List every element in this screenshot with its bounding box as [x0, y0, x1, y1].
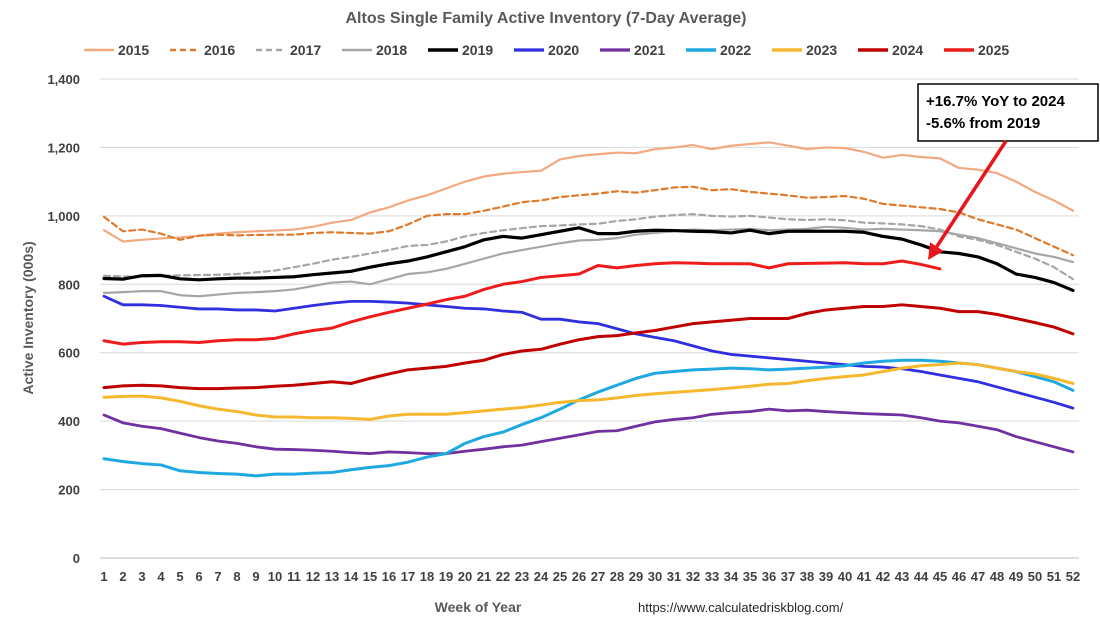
- x-tick-label: 6: [195, 569, 202, 584]
- annotation-line-2: -5.6% from 2019: [926, 115, 1040, 132]
- x-tick-label: 21: [477, 569, 491, 584]
- x-tick-label: 51: [1047, 569, 1061, 584]
- x-tick-label: 14: [344, 569, 359, 584]
- chart-title: Altos Single Family Active Inventory (7-…: [345, 10, 746, 27]
- x-tick-label: 8: [233, 569, 240, 584]
- y-tick-label: 200: [58, 483, 80, 498]
- x-tick-label: 41: [857, 569, 871, 584]
- x-tick-label: 3: [138, 569, 145, 584]
- x-tick-label: 2: [119, 569, 126, 584]
- x-tick-label: 48: [990, 569, 1004, 584]
- y-tick-label: 1,400: [47, 72, 80, 87]
- y-axis-ticks: 0 200 400 600 800 1,000 1,200 1,400: [47, 72, 80, 566]
- x-tick-label: 45: [933, 569, 947, 584]
- x-tick-label: 36: [762, 569, 776, 584]
- annotation-arrow: [935, 140, 1008, 248]
- series-line-2025: [102, 259, 942, 346]
- x-tick-label: 43: [895, 569, 909, 584]
- x-tick-label: 24: [534, 569, 549, 584]
- x-tick-label: 5: [176, 569, 183, 584]
- y-tick-label: 0: [73, 551, 80, 566]
- annotation-arrowhead: [928, 242, 944, 260]
- x-tick-label: 30: [648, 569, 662, 584]
- x-tick-label: 29: [629, 569, 643, 584]
- x-tick-label: 7: [214, 569, 221, 584]
- y-tick-label: 1,200: [47, 140, 80, 155]
- legend-label-2024: 2024: [892, 42, 923, 58]
- legend-label-2016: 2016: [204, 42, 235, 58]
- gridlines: [100, 78, 1079, 491]
- x-tick-label: 4: [157, 569, 165, 584]
- x-tick-label: 37: [781, 569, 795, 584]
- x-tick-label: 1: [100, 569, 107, 584]
- y-tick-label: 400: [58, 414, 80, 429]
- legend-label-2025: 2025: [978, 42, 1009, 58]
- x-tick-label: 52: [1066, 569, 1080, 584]
- x-tick-label: 44: [914, 569, 929, 584]
- x-tick-label: 23: [515, 569, 529, 584]
- x-tick-label: 39: [819, 569, 833, 584]
- legend-label-2018: 2018: [376, 42, 407, 58]
- series-line-2024: [102, 303, 1075, 391]
- x-tick-label: 35: [743, 569, 757, 584]
- legend-label-2022: 2022: [720, 42, 751, 58]
- x-tick-label: 42: [876, 569, 890, 584]
- y-tick-label: 600: [58, 346, 80, 361]
- x-tick-label: 40: [838, 569, 852, 584]
- x-tick-label: 20: [458, 569, 472, 584]
- x-tick-label: 46: [952, 569, 966, 584]
- x-tick-label: 28: [610, 569, 624, 584]
- x-tick-label: 34: [724, 569, 739, 584]
- annotation: +16.7% YoY to 2024 -5.6% from 2019: [917, 83, 1099, 260]
- y-tick-label: 1,000: [47, 209, 80, 224]
- x-tick-label: 17: [401, 569, 415, 584]
- legend: 2015 2016 2017 2018 2019 2020 2021 2022 2023 2024…: [84, 42, 1009, 58]
- x-axis-label: Week of Year: [435, 599, 522, 615]
- legend-label-2017: 2017: [290, 42, 321, 58]
- x-tick-label: 19: [439, 569, 453, 584]
- x-tick-label: 32: [686, 569, 700, 584]
- x-tick-label: 9: [252, 569, 259, 584]
- series-lines: [102, 141, 1075, 478]
- x-tick-label: 13: [325, 569, 339, 584]
- legend-label-2021: 2021: [634, 42, 665, 58]
- x-tick-label: 16: [382, 569, 396, 584]
- annotation-box: [917, 83, 1099, 142]
- x-tick-label: 12: [306, 569, 320, 584]
- x-tick-label: 27: [591, 569, 605, 584]
- x-tick-label: 22: [496, 569, 510, 584]
- series-line-2015: [102, 141, 1075, 243]
- x-tick-label: 25: [553, 569, 567, 584]
- x-tick-label: 47: [971, 569, 985, 584]
- series-line-2022: [102, 358, 1075, 478]
- series-line-2019: [102, 226, 1075, 293]
- y-tick-label: 800: [58, 277, 80, 292]
- legend-label-2020: 2020: [548, 42, 579, 58]
- series-line-2021: [102, 407, 1075, 456]
- series-line-2018: [102, 225, 1075, 298]
- x-axis-ticks: 1 2 3 4 5 6 7 8 9 10 11 12 13 14 15 16 17 18 19 20 21 22 23 24 2…: [100, 569, 1080, 584]
- x-tick-label: 50: [1028, 569, 1042, 584]
- x-tick-label: 15: [363, 569, 377, 584]
- x-tick-label: 18: [420, 569, 434, 584]
- series-line-2016: [102, 185, 1075, 257]
- x-tick-label: 38: [800, 569, 814, 584]
- annotation-line-1: +16.7% YoY to 2024: [926, 93, 1065, 110]
- legend-label-2023: 2023: [806, 42, 837, 58]
- x-tick-label: 33: [705, 569, 719, 584]
- x-tick-label: 31: [667, 569, 681, 584]
- x-tick-label: 26: [572, 569, 586, 584]
- legend-label-2015: 2015: [118, 42, 149, 58]
- x-tick-label: 10: [268, 569, 282, 584]
- x-tick-label: 11: [287, 569, 301, 584]
- series-line-2020: [102, 294, 1075, 410]
- source-url: https://www.calculatedriskblog.com/: [638, 600, 844, 615]
- series-line-2017: [102, 213, 1075, 281]
- y-axis-label: Active Inventory (000s): [20, 241, 36, 394]
- x-tick-label: 49: [1009, 569, 1023, 584]
- legend-label-2019: 2019: [462, 42, 493, 58]
- series-line-2023: [102, 361, 1075, 421]
